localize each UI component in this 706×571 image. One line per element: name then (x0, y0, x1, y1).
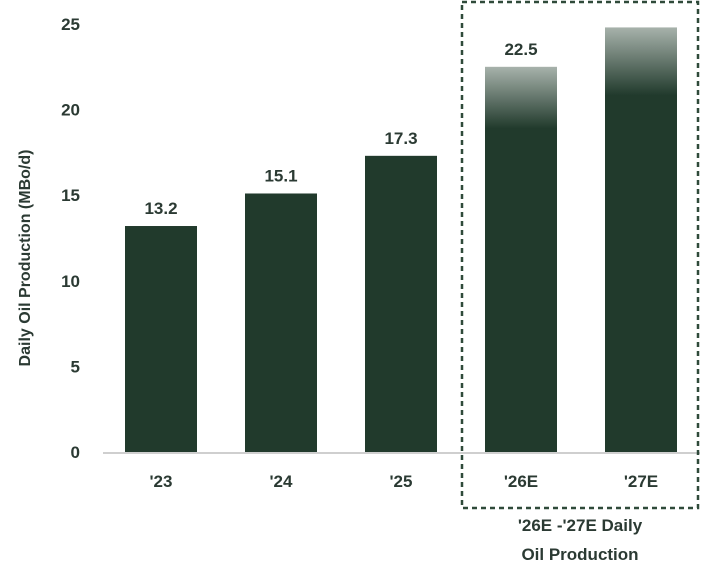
y-tick-label: 10 (61, 272, 80, 291)
x-category-label: '27E (624, 472, 658, 491)
bar (365, 155, 437, 452)
estimate-annotation-line-1: '26E -'27E Daily (518, 516, 643, 535)
bar (245, 193, 317, 452)
data-label: 13.2 (144, 199, 177, 218)
y-tick-label: 25 (61, 15, 80, 34)
data-label: 15.1 (264, 166, 297, 185)
y-axis-title: Daily Oil Production (MBo/d) (17, 150, 34, 367)
estimate-highlight-box (460, 0, 700, 510)
x-category-label: '25 (390, 472, 413, 491)
x-axis-labels: '23 '24 '25 '26E '27E (150, 472, 659, 491)
bars-group (125, 27, 677, 453)
bar (605, 27, 677, 452)
y-axis-ticks: 0 5 10 15 20 25 (61, 15, 80, 462)
data-label: 17.3 (384, 129, 417, 148)
y-tick-label: 5 (71, 357, 80, 376)
bar (125, 226, 197, 452)
y-tick-label: 20 (61, 101, 80, 120)
y-tick-label: 0 (71, 443, 80, 462)
estimate-annotation-line-2: Oil Production (521, 545, 638, 564)
bar (485, 66, 557, 453)
data-label: 22.5 (504, 40, 537, 59)
x-category-label: '23 (150, 472, 173, 491)
data-labels-group: 13.2 15.1 17.3 22.5 (144, 40, 537, 218)
x-category-label: '26E (504, 472, 538, 491)
x-category-label: '24 (270, 472, 293, 491)
y-tick-label: 15 (61, 186, 80, 205)
